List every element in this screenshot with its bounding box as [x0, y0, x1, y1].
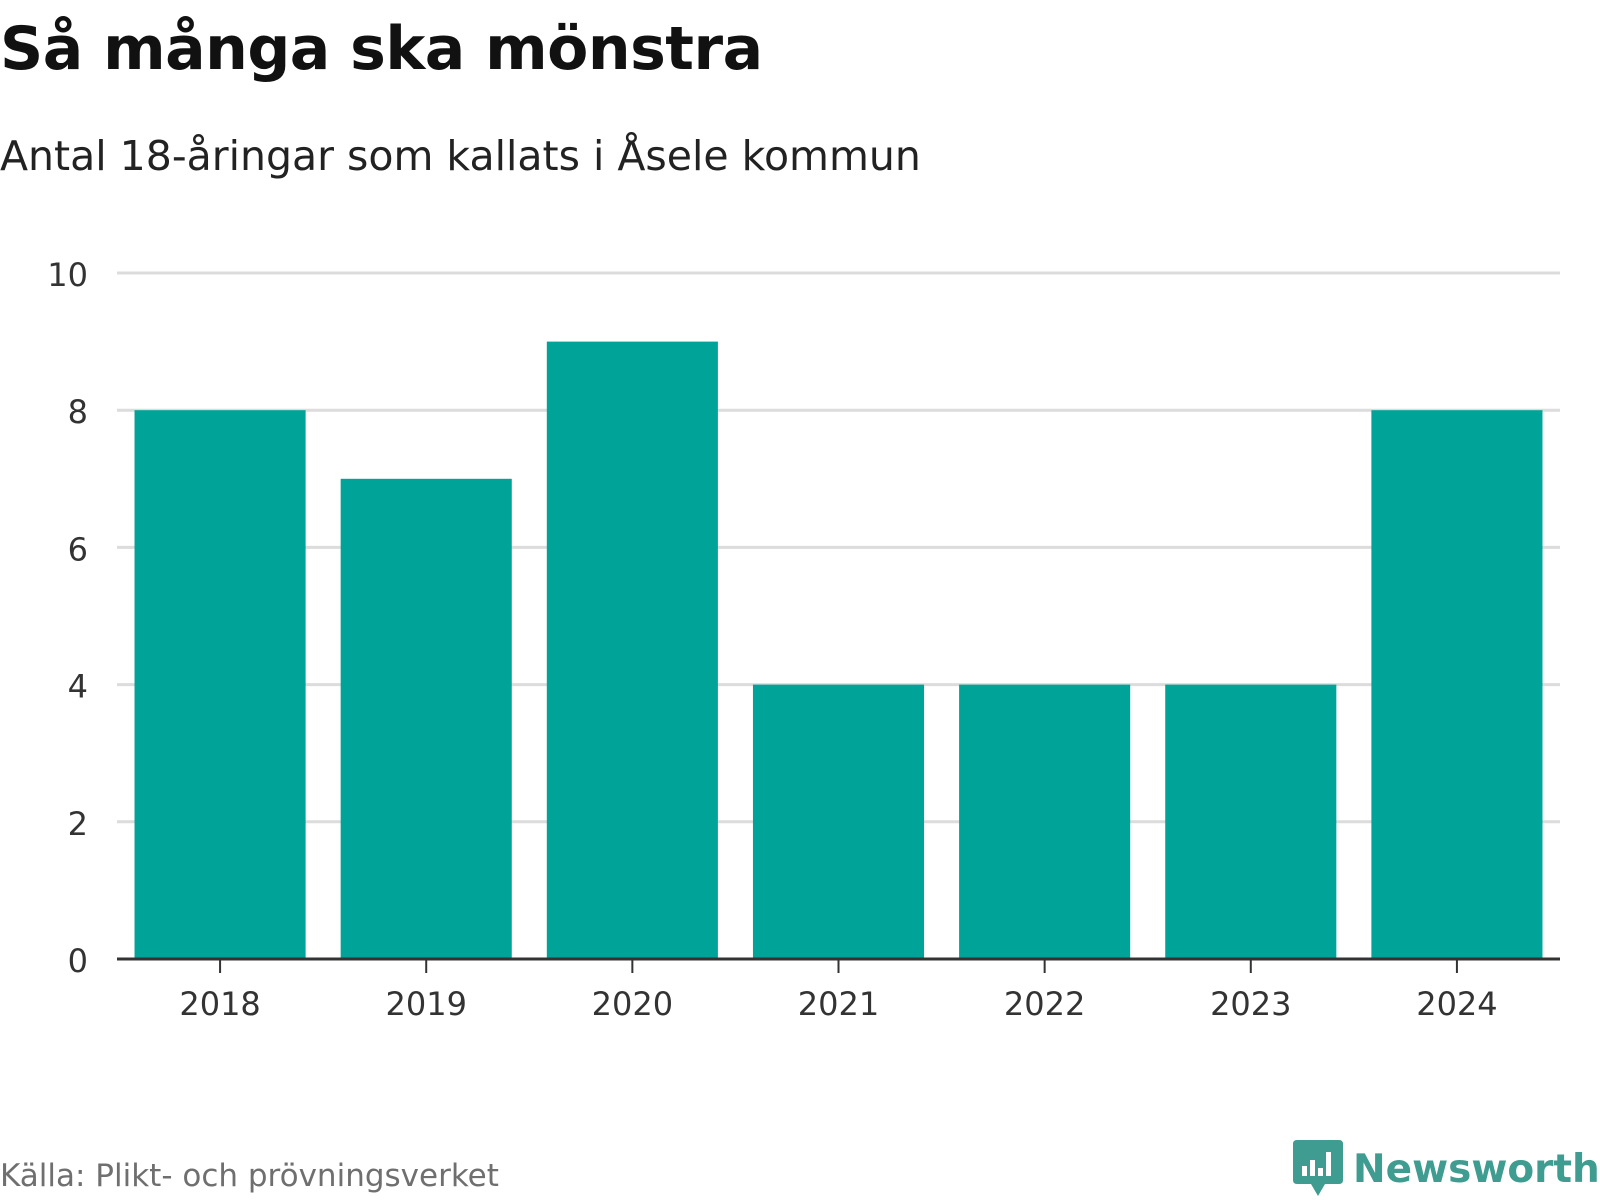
- chart-title: Så många ska mönstra: [0, 14, 763, 84]
- bar-2019: [340, 478, 512, 959]
- y-tick-label: 8: [68, 393, 88, 431]
- axes: 0 2 4 6 8 10 2018 2019 2020 2021 2022 2023 2024: [47, 256, 1560, 1023]
- y-tick-label: 2: [68, 805, 88, 843]
- bar-2023: [1165, 684, 1337, 959]
- x-tick-label: 2024: [1416, 985, 1497, 1023]
- x-tick-label: 2019: [385, 985, 466, 1023]
- x-tick-label: 2022: [1004, 985, 1085, 1023]
- bar-2020: [546, 341, 718, 960]
- x-tick-label: 2020: [592, 985, 673, 1023]
- bars: [134, 341, 1543, 960]
- y-tick-label: 0: [68, 942, 88, 980]
- y-tick-label: 4: [68, 668, 88, 706]
- bar-2021: [752, 684, 925, 959]
- x-tick-label: 2021: [798, 985, 879, 1023]
- bar-2024: [1371, 410, 1543, 959]
- bar-2018: [134, 410, 306, 959]
- bar-2022: [959, 684, 1131, 959]
- y-tick-label: 10: [47, 256, 88, 294]
- x-tick-label: 2018: [179, 985, 260, 1023]
- x-tick-label: 2023: [1210, 985, 1291, 1023]
- brand-name: Newsworthy: [1353, 1146, 1600, 1192]
- brand-logo: Newsworthy: [1293, 1140, 1600, 1198]
- chat-bar-chart-icon: [1293, 1140, 1343, 1196]
- chart-subtitle: Antal 18-åringar som kallats i Åsele kom…: [0, 132, 921, 180]
- y-tick-label: 6: [68, 530, 88, 568]
- source-note: Källa: Plikt- och prövningsverket: [0, 1158, 499, 1194]
